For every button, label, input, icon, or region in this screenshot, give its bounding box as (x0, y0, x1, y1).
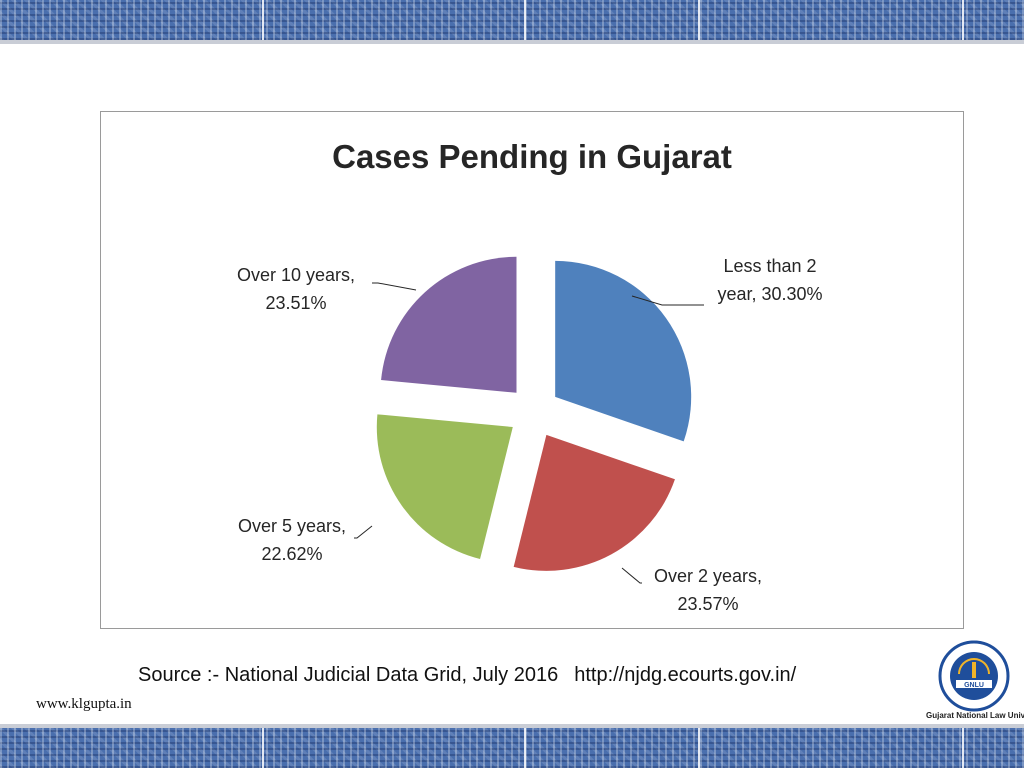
chart-title: Cases Pending in Gujarat (332, 138, 732, 175)
top-band-rule (0, 40, 1024, 44)
slice-label-line1: Less than 2 (723, 256, 817, 276)
bottom-band-rule (0, 724, 1024, 728)
slice-label-over-10-years: Over 10 years, 23.51% (218, 261, 374, 317)
slice-over-10-years (381, 256, 517, 393)
slice-over-5-years (376, 414, 513, 560)
slice-label-over-2-years: Over 2 years, 23.57% (636, 562, 780, 618)
leader-line-over-2-years (621, 567, 642, 584)
slice-label-line2: 23.57% (677, 594, 739, 614)
bottom-decorative-band (0, 728, 1024, 768)
slice-label-line2: 22.62% (261, 544, 323, 564)
logo-text: GNLU (964, 682, 984, 689)
leader-line-over-5-years (354, 525, 373, 539)
slice-label-line1: Over 10 years, (236, 265, 356, 285)
slice-less-than-2-year (555, 260, 692, 442)
slice-label-line2: year, 30.30% (717, 284, 823, 304)
university-seal-icon: GNLU (938, 640, 1010, 712)
slice-over-2-years (513, 434, 675, 571)
slice-label-line2: 23.51% (265, 293, 327, 313)
leader-line-over-10-years (372, 282, 417, 291)
slice-label-line1: Over 2 years, (653, 566, 763, 586)
website-text[interactable]: www.klgupta.in (36, 696, 132, 712)
leader-line-less-than-2-year (631, 295, 704, 306)
logo-caption: Gujarat National Law University (926, 711, 1024, 720)
slice-label-line1: Over 5 years, (237, 516, 347, 536)
top-decorative-band (0, 0, 1024, 40)
source-text: Source :- National Judicial Data Grid, J… (138, 664, 559, 686)
source-note: Source :- National Judicial Data Grid, J… (138, 664, 796, 687)
source-url[interactable]: http://njdg.ecourts.gov.in/ (574, 664, 797, 686)
slice-label-less-than-2-year: Less than 2 year, 30.30% (700, 252, 840, 308)
slice-label-over-5-years: Over 5 years, 22.62% (218, 512, 366, 568)
